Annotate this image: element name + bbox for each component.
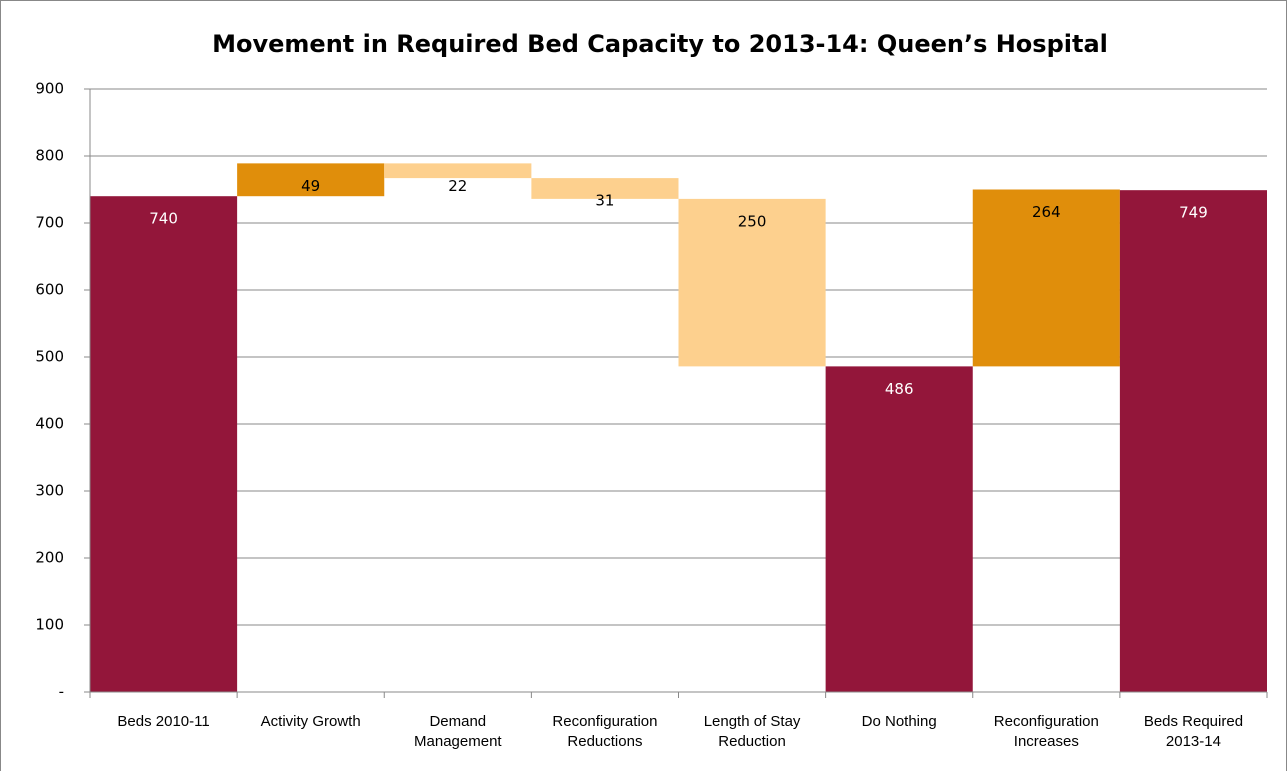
x-tick-label: Demand Management <box>414 713 502 750</box>
y-tick-label: 300 <box>35 482 64 500</box>
y-tick-label: 600 <box>35 281 64 299</box>
data-label: 486 <box>885 380 914 398</box>
y-tick-label: 400 <box>35 415 64 433</box>
y-tick-label: 200 <box>35 549 64 567</box>
y-tick-label: - <box>59 683 64 701</box>
y-tick-label: 800 <box>35 147 64 165</box>
x-tick-label: Beds 2010-11 <box>117 713 210 730</box>
data-label: 22 <box>448 177 467 195</box>
bar <box>384 163 532 179</box>
y-tick-label: 100 <box>35 616 64 634</box>
bar <box>825 366 973 692</box>
x-tick-label: Do Nothing <box>861 713 937 730</box>
y-tick-label: 500 <box>35 348 64 366</box>
x-tick-label: Length of Stay Reduction <box>703 713 801 750</box>
data-label: 740 <box>149 210 178 228</box>
x-tick-label: Activity Growth <box>260 713 361 730</box>
bar <box>90 196 238 692</box>
bar <box>678 198 826 367</box>
data-label: 49 <box>301 177 320 195</box>
bar <box>237 163 385 197</box>
x-tick-label: Reconfiguration Reductions <box>552 713 658 750</box>
y-tick-label: 700 <box>35 214 64 232</box>
x-tick-label: Beds Required 2013-14 <box>1143 713 1244 750</box>
x-tick-label: Reconfiguration Increases <box>993 713 1099 750</box>
y-tick-label: 900 <box>35 80 64 98</box>
data-label: 264 <box>1032 203 1061 221</box>
bar <box>1119 190 1267 693</box>
data-label: 250 <box>738 212 767 230</box>
chart-title: Movement in Required Bed Capacity to 201… <box>212 30 1108 58</box>
data-label: 31 <box>595 192 614 210</box>
bar <box>972 189 1120 367</box>
data-label: 749 <box>1179 204 1208 222</box>
bar <box>531 178 679 199</box>
